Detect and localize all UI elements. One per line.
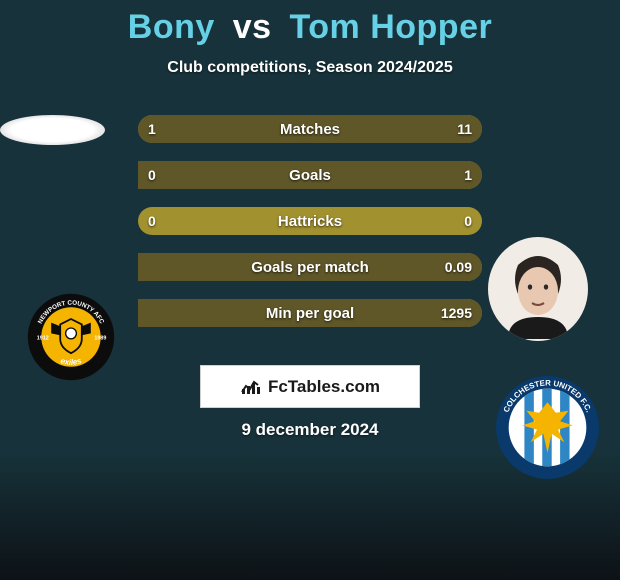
avatar-face	[518, 267, 558, 315]
stat-row: Goals per match0.09	[138, 253, 482, 281]
player2-name: Tom Hopper	[290, 8, 493, 46]
stat-bars: Matches111Goals01Hattricks00Goals per ma…	[138, 115, 482, 345]
comparison-infographic: Bony vs Tom Hopper Club competitions, Se…	[0, 0, 620, 580]
source-text: FcTables.com	[268, 377, 380, 397]
stat-row: Min per goal1295	[138, 299, 482, 327]
stat-value-left: 1	[138, 115, 166, 143]
badge-ball-icon	[66, 328, 77, 339]
stat-value-right: 11	[447, 115, 482, 143]
stat-row: Matches111	[138, 115, 482, 143]
stat-label: Goals	[138, 161, 482, 189]
player1-club-badge: NEWPORT COUNTY AFC 1912 1989 exiles	[20, 292, 122, 382]
stat-value-left: 0	[138, 207, 166, 235]
subtitle: Club competitions, Season 2024/2025	[0, 59, 620, 77]
source-attribution: FcTables.com	[200, 365, 420, 408]
page-title: Bony vs Tom Hopper	[0, 0, 620, 47]
stat-label: Goals per match	[138, 253, 482, 281]
stat-value-right: 1295	[431, 299, 482, 327]
stat-label: Hattricks	[138, 207, 482, 235]
avatar-eye-left	[528, 284, 532, 289]
stat-value-right: 0	[454, 207, 482, 235]
avatar-eye-right	[544, 284, 548, 289]
badge-year-left: 1912	[37, 336, 49, 342]
chart-icon	[240, 378, 262, 396]
stat-row: Goals0 1	[138, 161, 482, 189]
player1-avatar	[0, 115, 105, 145]
player1-name: Bony	[128, 8, 215, 46]
comparison-area: NEWPORT COUNTY AFC 1912 1989 exiles	[0, 115, 620, 395]
vs-text: vs	[233, 8, 272, 46]
player2-avatar	[488, 237, 588, 341]
stat-value-left	[138, 253, 158, 281]
badge-year-right: 1989	[94, 336, 106, 342]
stat-value-right: 1	[454, 161, 482, 189]
stat-row: Hattricks0 0	[138, 207, 482, 235]
date-text: 9 december 2024	[0, 420, 620, 440]
avatar-shirt	[508, 317, 568, 339]
stat-value-left: 0	[138, 161, 166, 189]
stat-value-right: 0.09	[435, 253, 482, 281]
stat-label: Matches	[138, 115, 482, 143]
stat-value-left	[138, 299, 158, 327]
